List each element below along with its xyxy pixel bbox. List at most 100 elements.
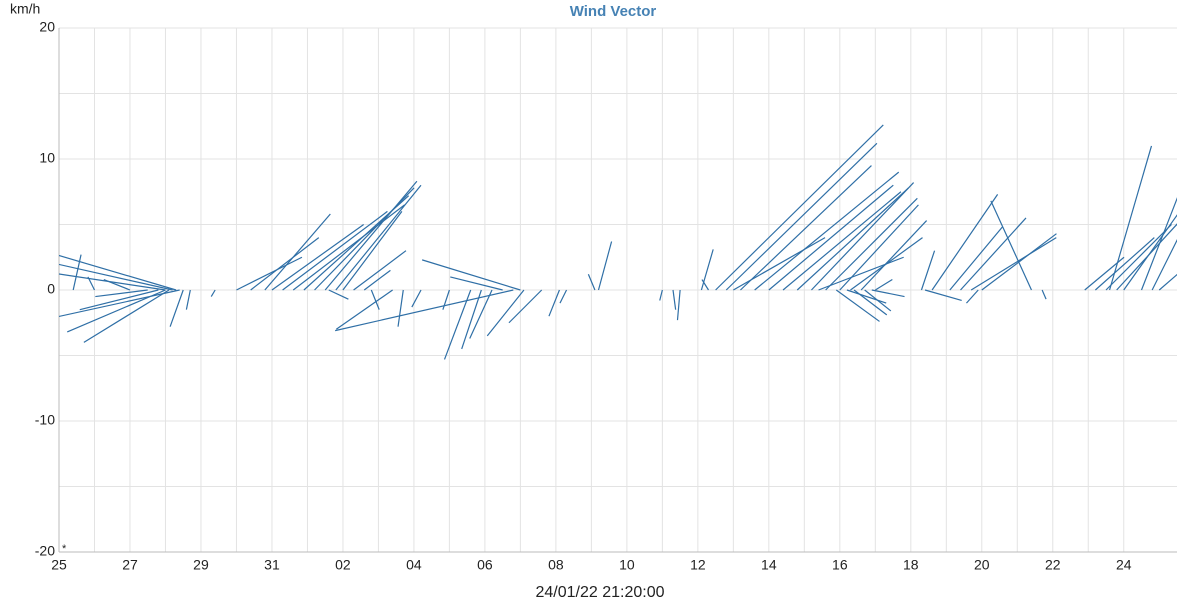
wind-vector (782, 191, 902, 291)
wind-vector (559, 289, 568, 304)
wind-vector (236, 256, 303, 291)
x-tick-label: 12 (690, 557, 706, 573)
wind-vector (1116, 223, 1177, 291)
wind-vector (95, 289, 148, 298)
wind-vector (210, 289, 216, 297)
y-tick-label: -10 (35, 412, 55, 428)
wind-vector (59, 254, 177, 291)
wind-vector (421, 259, 521, 291)
wind-vector (411, 289, 422, 308)
wind-vector (264, 213, 331, 291)
wind-vector (931, 194, 999, 291)
wind-vector (970, 237, 1057, 291)
wind-vector (725, 142, 878, 291)
x-tick-label: 06 (477, 557, 493, 573)
wind-vector (486, 289, 525, 337)
wind-vector (83, 289, 170, 343)
wind-vector (324, 180, 418, 291)
wind-vector (59, 289, 180, 318)
wind-vector (1094, 237, 1155, 291)
wind-vector (810, 182, 915, 291)
wind-vector (966, 289, 979, 304)
wind-vector (1041, 289, 1047, 300)
wind-vector (796, 187, 909, 291)
wind-vector (250, 237, 320, 291)
wind-vector (469, 289, 493, 339)
wind-vector (587, 274, 596, 291)
wind-vector (461, 289, 482, 350)
wind-vector (825, 197, 918, 291)
wind-vector (72, 254, 82, 291)
wind-vector (960, 217, 1027, 291)
x-tick-label: 08 (548, 557, 564, 573)
wind-vector (949, 226, 1003, 291)
wind-vector (292, 204, 405, 291)
wind-vector (335, 289, 514, 332)
wind-vector (990, 200, 1033, 291)
wind-vector (335, 289, 393, 330)
wind-vector (754, 171, 900, 291)
wind-vector (1151, 238, 1177, 291)
wind-vector (875, 279, 893, 291)
x-tick-label: 31 (264, 557, 280, 573)
wind-vector (924, 289, 962, 302)
wind-vector (66, 289, 166, 333)
wind-vector (871, 289, 905, 298)
wind-vector (835, 289, 880, 322)
wind-vector (443, 289, 472, 360)
x-tick-label: 24 (1116, 557, 1132, 573)
y-tick-label: -20 (35, 543, 55, 559)
wind-vector (185, 289, 191, 310)
wind-vector (271, 224, 365, 291)
x-axis-label: 24/01/22 21:20:00 (535, 584, 664, 600)
grid (58, 27, 1177, 553)
wind-vector (59, 273, 166, 291)
wind-vector (700, 249, 714, 291)
wind-vector (1123, 214, 1177, 291)
wind-vector (1140, 197, 1177, 291)
x-tick-label: 27 (122, 557, 138, 573)
note: * (62, 543, 67, 555)
wind-vector (1105, 224, 1172, 291)
wind-vector (701, 279, 710, 291)
wind-vector (548, 289, 560, 317)
wind-vector (450, 276, 503, 291)
chart-title: Wind Vector (570, 3, 657, 20)
wind-vector (169, 289, 184, 327)
wind-vector (1158, 273, 1177, 291)
wind-vector (920, 250, 936, 291)
wind-vector (597, 241, 613, 291)
wind-vector (79, 289, 159, 311)
y-tick-label: 10 (39, 150, 55, 166)
x-tick-label: 16 (832, 557, 848, 573)
wind-vector (397, 289, 404, 327)
x-tick-label: 25 (51, 557, 67, 573)
x-tick-label: 29 (193, 557, 209, 573)
wind-vector (353, 250, 407, 291)
wind-vector (342, 211, 403, 291)
y-tick-label: 0 (47, 281, 55, 297)
x-tick-label: 18 (903, 557, 919, 573)
x-tick-label: 20 (974, 557, 990, 573)
wind-vector (846, 289, 887, 304)
wind-vector (1108, 145, 1153, 291)
wind-vector (363, 269, 391, 291)
wind-vector (659, 289, 663, 301)
wind-vector (508, 289, 543, 324)
wind-vector (818, 256, 904, 291)
x-tick-label: 22 (1045, 557, 1061, 573)
wind-vector (853, 289, 888, 316)
wind-vector (282, 210, 388, 291)
wind-vector (442, 289, 450, 310)
wind-vector (87, 276, 96, 291)
wind-vector (860, 220, 928, 291)
x-tick-label: 02 (335, 557, 351, 573)
y-axis-label: km/h (10, 1, 40, 17)
wind-vector (335, 184, 422, 291)
wind-vector (715, 124, 884, 291)
wind-vector (59, 263, 173, 291)
wind-vector (672, 289, 677, 310)
wind-vector (733, 237, 826, 291)
wind-vector (864, 289, 892, 312)
